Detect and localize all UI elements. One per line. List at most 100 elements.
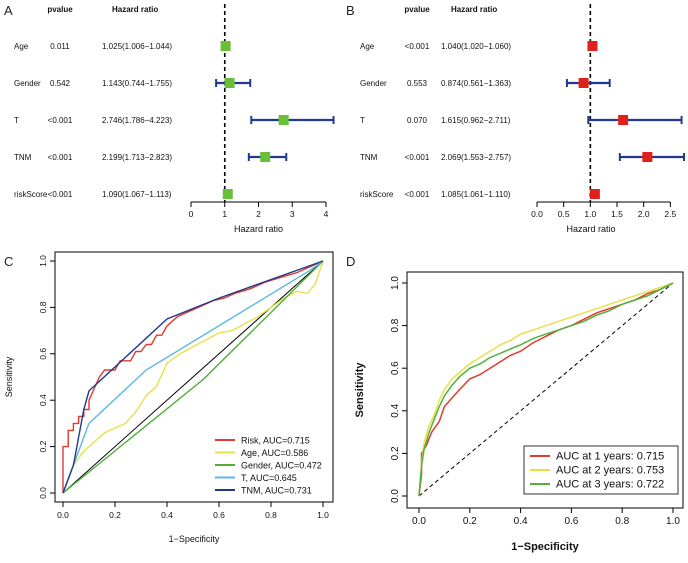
row-label: riskScore <box>360 190 394 199</box>
row-label: Gender <box>14 79 41 88</box>
row-hr-text: 1.040(1.020−1.060) <box>441 42 511 51</box>
header-pvalue: pvalue <box>404 5 430 14</box>
y-tick-label: 0.4 <box>38 394 48 406</box>
roc-curve <box>62 260 324 493</box>
row-hr-text: 1.090(1.067−1.113) <box>102 190 172 199</box>
x-tick-label: 0.0 <box>531 209 543 219</box>
x-tick-label: 1 <box>222 209 227 219</box>
y-tick-label: 0.4 <box>390 403 401 417</box>
x-tick-label: 2.5 <box>664 209 676 219</box>
row-label: Gender <box>360 79 387 88</box>
panel-label-a: A <box>4 3 13 18</box>
row-pvalue: <0.001 <box>405 153 430 162</box>
x-tick-label: 0.6 <box>564 516 578 527</box>
row-label: T <box>360 116 365 125</box>
x-tick-label: 0.4 <box>161 510 173 520</box>
panel-label-d: D <box>346 254 355 269</box>
y-tick-label: 0.6 <box>390 361 401 375</box>
row-pvalue: <0.001 <box>405 42 430 51</box>
row-hr-text: 1.143(0.744−1.755) <box>102 79 172 88</box>
y-tick-label: 0.8 <box>390 318 401 332</box>
x-tick-label: 0.8 <box>615 516 629 527</box>
roc-plot-c: 0.0 0.0 0.2 0.2 0.4 0.4 0.6 0.6 0.8 0.8 1.0 1.0 1−Sp… <box>4 251 334 544</box>
row-hr-text: 2.746(1.786−4.223) <box>102 116 172 125</box>
header-hazard-ratio: Hazard ratio <box>451 5 497 14</box>
row-pvalue: <0.001 <box>48 190 73 199</box>
row-hr-text: 1.615(0.962−2.711) <box>441 116 511 125</box>
y-axis-label: Sensitivity <box>354 362 366 418</box>
hr-marker <box>278 115 289 125</box>
row-pvalue: <0.001 <box>48 153 73 162</box>
y-tick-label: 1.0 <box>390 276 401 290</box>
x-tick-label: 1.0 <box>584 209 596 219</box>
legend-entry: Risk, AUC=0.715 <box>241 436 310 446</box>
roc-curve <box>418 282 674 497</box>
panel-label-c: C <box>4 254 13 269</box>
x-axis-label: 1−Specificity <box>511 541 579 553</box>
x-tick-label: 1.0 <box>317 510 329 520</box>
x-tick-label: 2.0 <box>638 209 650 219</box>
legend-entry: AUC at 1 years: 0.715 <box>556 451 664 463</box>
plot-frame <box>54 251 334 503</box>
x-tick-label: 0.2 <box>109 510 121 520</box>
row-label: riskScore <box>14 190 48 199</box>
row-pvalue: 0.070 <box>407 116 428 125</box>
legend-frame <box>523 445 679 495</box>
row-label: Age <box>360 42 375 51</box>
row-pvalue: <0.001 <box>48 116 73 125</box>
x-tick-label: 0.0 <box>57 510 69 520</box>
x-tick-label: 3 <box>290 209 295 219</box>
row-pvalue: 0.542 <box>50 79 71 88</box>
y-tick-label: 0.8 <box>38 301 48 313</box>
forest-plot-b: pvalue Hazard ratio Age <0.001 1.040(1.020−1… <box>360 4 686 234</box>
header-hazard-ratio: Hazard ratio <box>112 5 158 14</box>
y-tick-label: 0.2 <box>390 446 401 460</box>
x-tick-label: 0.2 <box>463 516 477 527</box>
diagonal-reference <box>418 282 674 497</box>
x-tick-label: 0 <box>189 209 194 219</box>
row-hr-text: 2.069(1.553−2.757) <box>441 153 511 162</box>
legend-entry: Gender, AUC=0.472 <box>241 461 322 471</box>
x-axis-label: Hazard ratio <box>566 224 615 234</box>
row-hr-text: 2.199(1.713−2.823) <box>102 153 172 162</box>
y-tick-label: 0.0 <box>390 489 401 503</box>
row-hr-text: 1.085(1.061−1.110) <box>441 190 511 199</box>
x-axis-label: Hazard ratio <box>234 224 283 234</box>
roc-curve <box>62 260 324 494</box>
hr-marker <box>642 152 653 162</box>
diagonal-reference <box>62 260 324 494</box>
legend-entry: TNM, AUC=0.731 <box>241 486 312 496</box>
roc-curve <box>418 282 674 497</box>
x-tick-label: 0.0 <box>412 516 426 527</box>
hr-marker <box>224 78 235 88</box>
row-hr-text: 1.025(1.006−1.044) <box>102 42 172 51</box>
legend-entry: T, AUC=0.645 <box>241 473 297 483</box>
hr-marker <box>589 189 600 199</box>
x-tick-label: 1.0 <box>666 516 680 527</box>
row-pvalue: 0.553 <box>407 79 428 88</box>
row-label: TNM <box>14 153 32 162</box>
roc-plot-d: 0.0 0.0 0.2 0.2 0.4 0.4 0.6 0.6 0.8 0.8 1.0 1.0 1−Sp… <box>354 271 684 553</box>
hr-marker <box>618 115 629 125</box>
legend-entry: Age, AUC=0.586 <box>241 448 308 458</box>
roc-curve <box>62 260 324 494</box>
hr-marker <box>222 189 233 199</box>
legend-entry: AUC at 3 years: 0.722 <box>556 479 664 491</box>
row-label: TNM <box>360 153 378 162</box>
x-tick-label: 0.6 <box>213 510 225 520</box>
y-tick-label: 0.2 <box>38 440 48 452</box>
row-label: T <box>14 116 19 125</box>
row-hr-text: 0.874(0.561−1.363) <box>441 79 511 88</box>
row-pvalue: <0.001 <box>405 190 430 199</box>
legend-entry: AUC at 2 years: 0.753 <box>556 465 664 477</box>
y-axis-label: Sensitivity <box>4 356 14 397</box>
x-tick-label: 0.4 <box>514 516 528 527</box>
y-tick-label: 0.0 <box>38 487 48 499</box>
hr-marker <box>220 41 231 51</box>
x-tick-label: 0.8 <box>265 510 277 520</box>
header-pvalue: pvalue <box>47 5 73 14</box>
forest-plot-a: pvalue Hazard ratio Age 0.011 1.025(1.006−1.… <box>14 4 335 234</box>
x-tick-label: 0.5 <box>558 209 570 219</box>
panel-label-b: B <box>346 3 355 18</box>
